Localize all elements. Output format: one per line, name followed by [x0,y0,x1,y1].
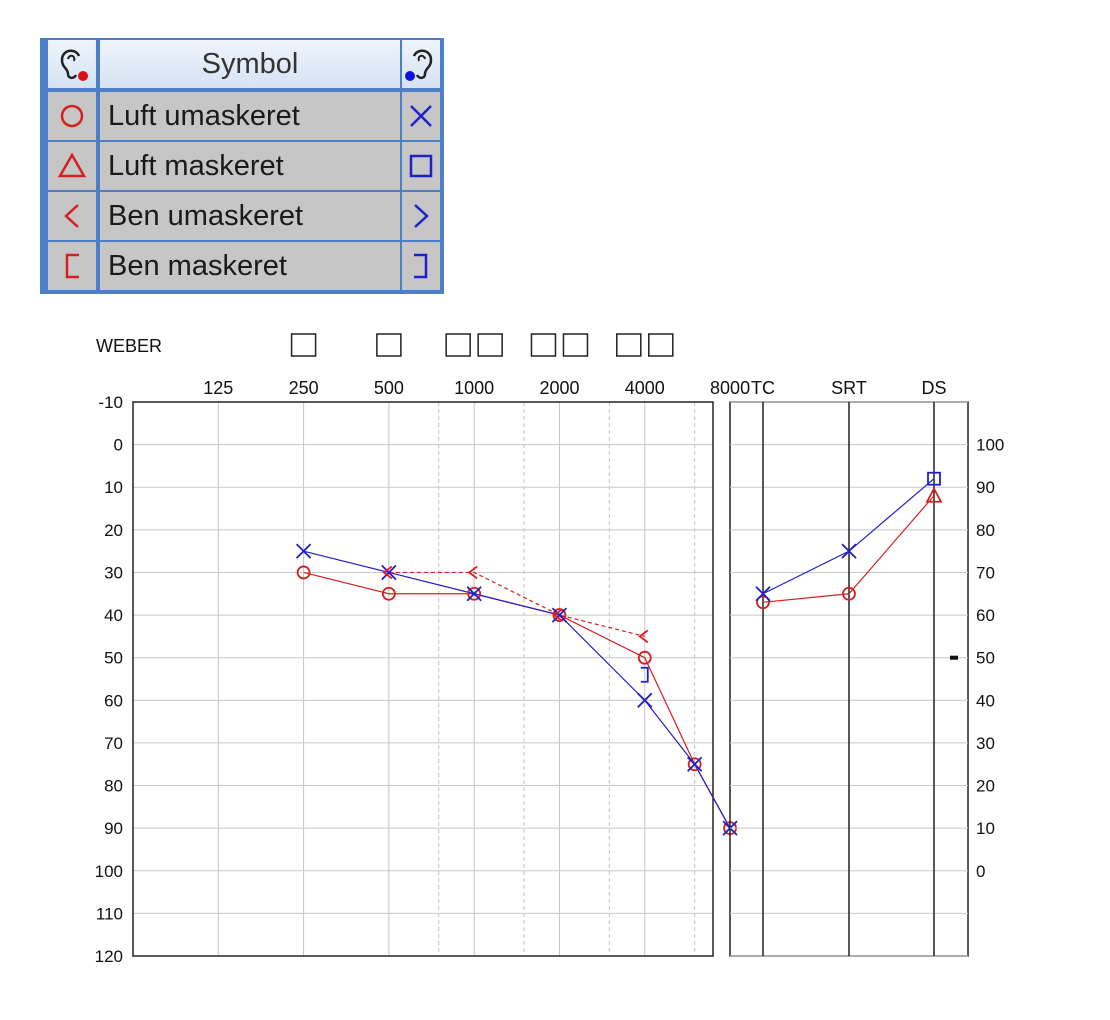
x-tick-label: 250 [289,378,319,398]
weber-label: WEBER [96,336,162,356]
right-ear-icon [402,40,440,88]
square-symbol-icon [402,142,440,190]
x-tick-label: 4000 [625,378,665,398]
series-line-left-bone_unmasked [388,571,645,637]
ds-marker [950,655,958,660]
data-point-cross [637,692,653,708]
right-y-tick-label: 50 [976,649,995,668]
y-tick-label: 60 [104,691,123,710]
right-y-tick-label: 70 [976,563,995,582]
y-tick-label: 30 [104,563,123,582]
y-tick-label: -10 [98,393,123,412]
data-point-left-angle [638,629,649,644]
x-tick-label: 500 [374,378,404,398]
y-tick-label: 10 [104,478,123,497]
right-angle-symbol-icon [402,192,440,240]
right-y-tick-label: 90 [976,478,995,497]
right-y-tick-label: 80 [976,521,995,540]
weber-box [616,333,642,357]
y-tick-label: 50 [104,649,123,668]
y-tick-label: 40 [104,606,123,625]
data-point-left-angle [552,608,564,622]
speech-point-cross [841,543,857,559]
data-point-left-angle [467,565,478,580]
x-tick-label: 1000 [454,378,494,398]
y-tick-label: 120 [95,947,123,966]
weber-box [290,333,317,357]
right-y-tick-label: 30 [976,734,995,753]
data-point-circle [637,650,652,665]
data-point-cross [551,607,568,623]
weber-box [477,333,503,357]
y-tick-label: 100 [95,862,123,881]
data-point-cross [295,543,312,559]
weber-box [648,333,674,357]
category-label: TC [751,378,775,398]
data-point-circle [687,757,702,772]
speech-point-triangle [925,486,943,503]
data-point-right-bracket [640,666,649,683]
legend-row-label: Ben umaskeret [100,192,400,240]
x-tick-label: 8000 [710,378,750,398]
legend-row-bone-masked: Ben maskeret [48,242,440,290]
y-tick-label: 20 [104,521,123,540]
right-y-tick-label: 100 [976,436,1004,455]
left-ear-icon [48,40,96,88]
data-point-left-angle [382,565,393,580]
y-tick-label: 0 [114,436,123,455]
right-y-tick-label: 60 [976,606,995,625]
speech-point-circle [842,586,856,601]
y-tick-label: 70 [104,734,123,753]
data-point-circle [381,586,396,601]
speech-point-square [927,471,941,486]
weber-box [530,333,557,357]
right-y-tick-label: 10 [976,819,995,838]
category-label: DS [921,378,946,398]
right-y-tick-label: 0 [976,862,985,881]
legend-header-row: Symbol [48,40,440,88]
speech-series-line-left [762,495,935,603]
plot-frame [132,401,714,957]
legend-row-bone-unmasked: Ben umaskeret [48,192,440,240]
triangle-symbol-icon [48,142,96,190]
speech-point-cross [755,586,771,602]
weber-box [445,333,471,357]
weber-box [562,333,589,357]
x-tick-label: 125 [203,378,233,398]
left-bracket-symbol-icon [48,242,96,290]
y-tick-label: 90 [104,819,123,838]
legend-row-label: Luft maskeret [100,142,400,190]
weber-box [376,333,402,357]
left-angle-symbol-icon [48,192,96,240]
right-bracket-symbol-icon [402,242,440,290]
series-line-right-air_unmasked [303,550,731,829]
legend-row-air-masked: Luft maskeret [48,142,440,190]
legend-row-label: Luft umaskeret [100,92,400,140]
data-point-circle [296,565,311,580]
data-point-cross [381,564,397,581]
circle-symbol-icon [48,92,96,140]
cross-symbol-icon [402,92,440,140]
y-tick-label: 80 [104,777,123,796]
data-point-cross [687,756,703,772]
speech-point-circle [756,595,770,610]
legend-row-label: Ben maskeret [100,242,400,290]
data-point-cross [466,586,482,602]
legend-header-label: Symbol [100,40,400,88]
x-tick-label: 2000 [539,378,579,398]
y-tick-label: 110 [96,904,123,923]
category-label: SRT [831,378,867,398]
right-y-tick-label: 40 [976,691,995,710]
legend-row-air-unmasked: Luft umaskeret [48,92,440,140]
symbol-legend-table: Symbol Luft umaskeret Luft maskeret [40,38,444,294]
right-y-tick-label: 20 [976,777,995,796]
data-point-circle [467,586,482,601]
